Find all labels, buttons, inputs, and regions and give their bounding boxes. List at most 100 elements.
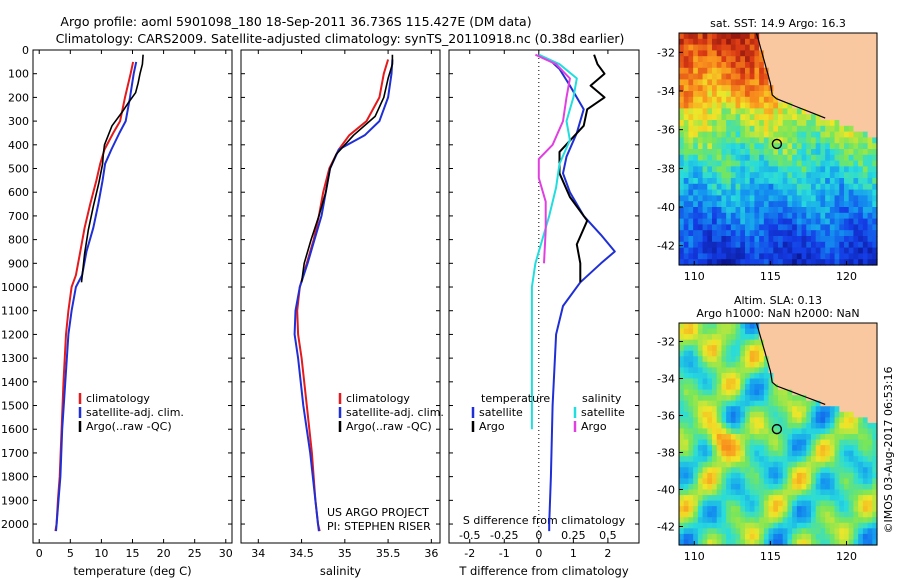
sst-map-cell: [740, 166, 746, 173]
sla-map-cell: [697, 323, 704, 330]
sla-map-cell: [740, 361, 746, 368]
sla-map-cell: [872, 400, 878, 407]
sla-map-cell: [829, 367, 836, 374]
sla-map-cell: [778, 450, 784, 457]
sst-map-cell: [768, 183, 774, 191]
sla-map-cell: [811, 439, 817, 446]
sst-map-cell: [806, 178, 812, 185]
sla-map-cell: [834, 500, 840, 507]
sst-map-cell: [825, 50, 831, 57]
sst-map-cell: [778, 38, 784, 46]
sla-map-cell: [749, 395, 756, 402]
sst-map-cell: [844, 44, 850, 51]
sst-map-cell: [754, 178, 760, 185]
sst-map-cell: [730, 125, 737, 133]
sst-map-lat-tick-label: -40: [657, 201, 675, 214]
sst-map-cell: [726, 166, 732, 173]
sst-map-cell: [721, 50, 727, 57]
sla-map-cell: [768, 461, 774, 468]
sst-map-cell: [697, 85, 704, 92]
sst-map-cell: [844, 91, 850, 98]
sst-map-cell: [688, 154, 694, 162]
sst-map-cell: [867, 67, 873, 75]
sla-map-cell: [834, 522, 840, 529]
sst-map-cell: [778, 62, 784, 69]
sla-map-cell: [702, 356, 708, 363]
sla-map-cell: [858, 323, 864, 330]
sst-map-cell: [825, 172, 831, 179]
sst-map-cell: [829, 207, 836, 214]
sst-map-cell: [844, 154, 850, 162]
sst-map-cell: [679, 236, 685, 243]
sla-map-cell: [796, 456, 803, 463]
sla-map-cell: [721, 539, 727, 546]
sla-map-cell: [792, 489, 798, 496]
sst-map-cell: [768, 91, 774, 98]
sst-map-cell: [754, 253, 760, 260]
sst-map-cell: [707, 56, 713, 63]
sst-map-cell: [815, 201, 822, 208]
sla-map-cell: [707, 384, 713, 391]
sla-map-cell: [801, 334, 807, 341]
sla-map-cell: [815, 406, 822, 413]
sla-map-cell: [763, 389, 770, 396]
sla-map-cell: [796, 361, 803, 368]
sla-map-cell: [716, 328, 723, 335]
sst-map-cell: [697, 189, 704, 196]
salinity-plot-frame: [240, 49, 441, 544]
sst-map-cell: [707, 149, 713, 156]
depth-tick-label: 500: [8, 163, 29, 176]
sla-map-cell: [862, 533, 869, 541]
depth-tick-label: 1600: [1, 423, 29, 436]
sla-map-cell: [716, 506, 723, 513]
sst-map-cell: [763, 38, 770, 46]
sla-map-cell: [811, 495, 817, 502]
sst-map-cell: [872, 230, 878, 237]
sla-map-cell: [759, 478, 765, 485]
sst-map-cell: [683, 44, 690, 51]
sla-map-cell: [683, 472, 690, 479]
sst-map-cell: [763, 230, 770, 237]
sla-map-cell: [872, 533, 878, 541]
sst-map-cell: [683, 125, 690, 133]
sst-map-cell: [697, 131, 704, 138]
sst-map-cell: [716, 62, 723, 69]
sla-map-cell: [721, 517, 727, 524]
sla-map-cell: [702, 506, 708, 513]
sla-map-cell: [778, 528, 784, 535]
sst-map-cell: [820, 50, 826, 57]
sla-map-cell: [796, 511, 803, 518]
sst-map-cell: [679, 79, 685, 86]
sst-map-cell: [792, 230, 798, 237]
depth-tick-label: 1700: [1, 447, 29, 460]
sla-map-cell: [787, 334, 793, 341]
sst-map-cell: [853, 125, 859, 133]
sla-map-cell: [683, 489, 690, 496]
sst-map-cell: [806, 79, 812, 86]
sla-map-cell: [782, 417, 789, 424]
sla-map-cell: [730, 500, 737, 507]
sla-map-cell: [773, 461, 779, 468]
sst-map-cell: [768, 96, 774, 104]
sla-map-cell: [796, 472, 803, 479]
sla-map-cell: [735, 434, 741, 441]
S-difference-tick-label: 0.25: [561, 529, 586, 542]
sla-map-cell: [763, 334, 770, 341]
sla-map-cell: [825, 334, 831, 341]
sla-map-cell: [872, 517, 878, 524]
sst-map-cell: [867, 131, 873, 138]
sla-map-cell: [768, 517, 774, 524]
sla-map-cell: [754, 478, 760, 485]
sla-map-cell: [721, 350, 727, 357]
sla-map-cell: [679, 472, 685, 479]
sst-map-cell: [754, 224, 760, 231]
sla-map-cell: [806, 522, 812, 529]
sla-map-cell: [787, 367, 793, 374]
sla-map-cell: [759, 378, 765, 385]
sla-map-cell: [679, 483, 685, 491]
sla-map-cell: [707, 461, 713, 468]
sla-map-cell: [872, 389, 878, 396]
sst-map-cell: [745, 149, 751, 156]
sla-map-cell: [853, 323, 859, 330]
sla-map-cell: [707, 439, 713, 446]
